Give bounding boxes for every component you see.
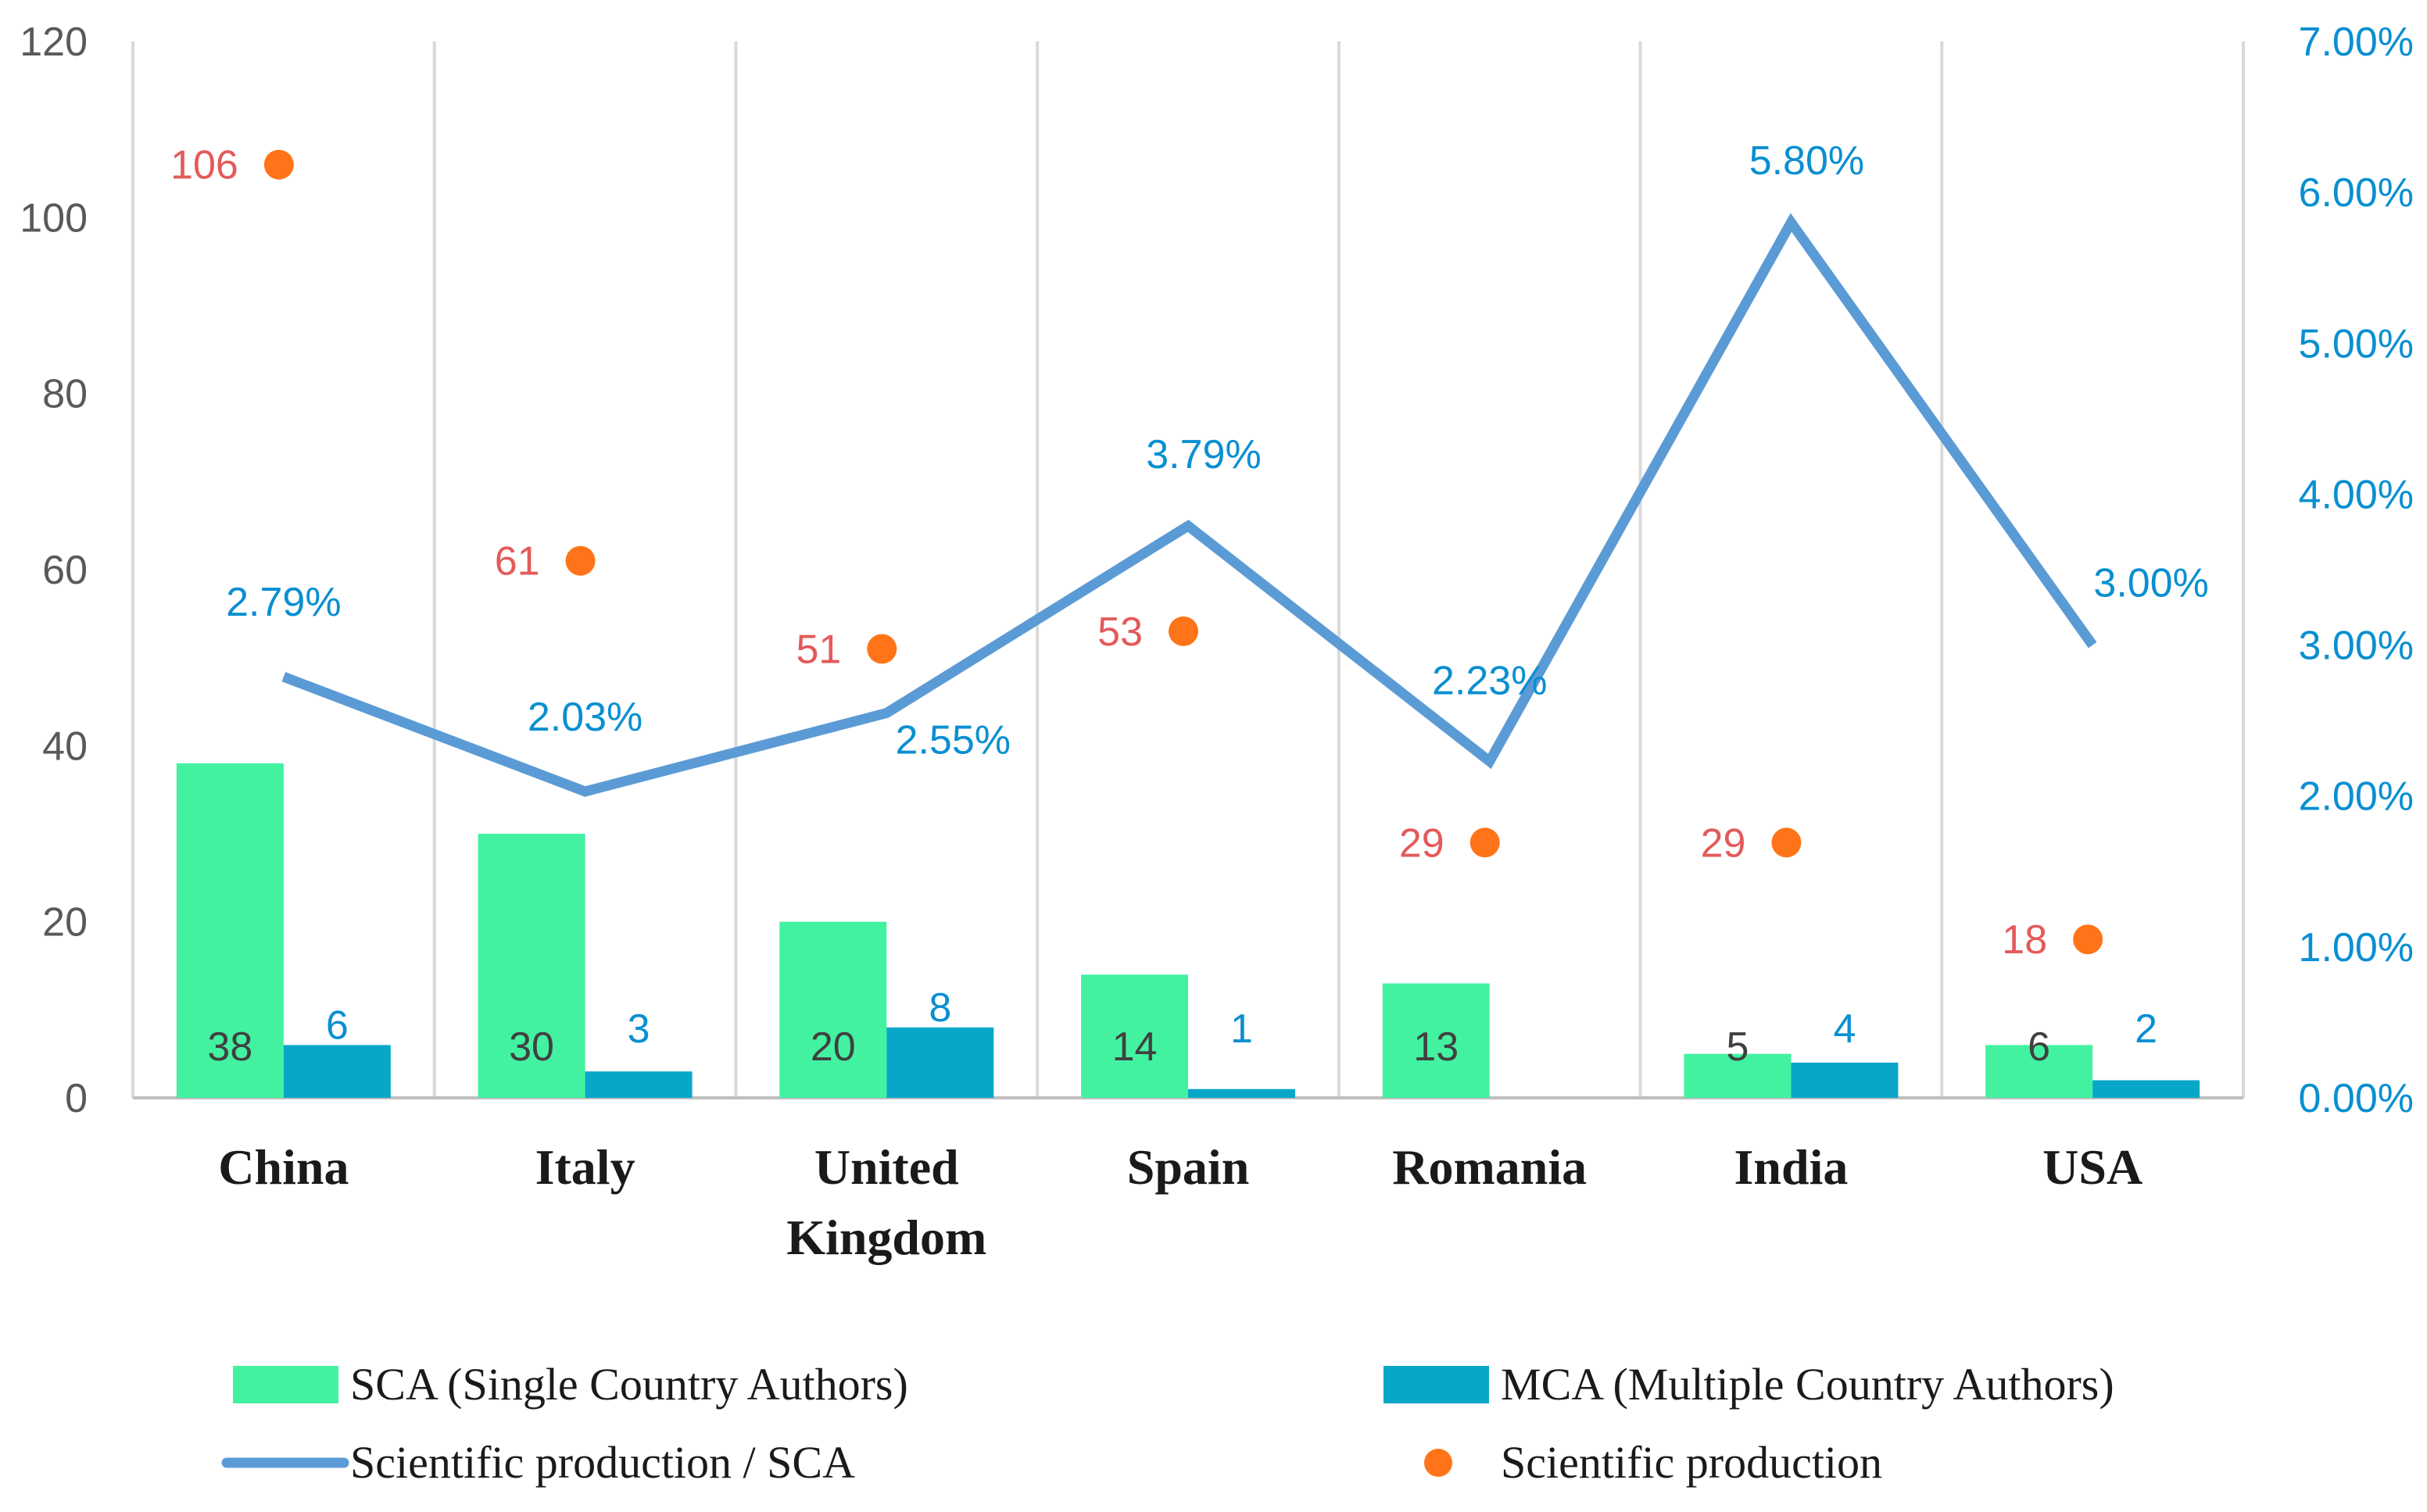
legend-label-production: Scientific production bbox=[1501, 1437, 1882, 1488]
left-tick-label: 100 bbox=[20, 195, 88, 241]
label-sca: 13 bbox=[1413, 1024, 1459, 1070]
grid-lines bbox=[131, 41, 2245, 1099]
label-mca: 1 bbox=[1230, 1006, 1253, 1052]
left-tick-label: 60 bbox=[42, 548, 88, 593]
production-dot bbox=[1169, 616, 1198, 646]
bar-mca bbox=[1188, 1088, 1295, 1098]
bar-sca bbox=[478, 834, 585, 1098]
legend-swatch-sca bbox=[233, 1366, 338, 1403]
bar-sca bbox=[1985, 1045, 2093, 1098]
category-label-line: Spain bbox=[1127, 1139, 1250, 1195]
production-dot bbox=[1771, 827, 1802, 858]
bar-sca bbox=[1382, 983, 1490, 1098]
category-label: Italy bbox=[535, 1139, 635, 1195]
category-label-line: United bbox=[814, 1139, 959, 1195]
label-sca: 6 bbox=[2028, 1024, 2050, 1070]
production-dot bbox=[565, 545, 596, 576]
data-labels: 38 6 30 3 20 8 14 1 13 5 4 6 2 2.79% 2.03% 2.55% 3.79% 2.… bbox=[170, 138, 2209, 1070]
category-label: USA bbox=[2042, 1139, 2142, 1195]
bar-mca bbox=[1791, 1062, 1899, 1098]
category-label-line: India bbox=[1734, 1139, 1848, 1195]
label-production: 29 bbox=[1399, 820, 1444, 866]
category-label-line: Kingdom bbox=[786, 1210, 986, 1265]
legend: SCA (Single Country Authors) MCA (Multip… bbox=[221, 1359, 2114, 1488]
left-tick-label: 20 bbox=[42, 900, 88, 945]
category-label-line: China bbox=[218, 1139, 349, 1195]
label-sca: 20 bbox=[811, 1024, 856, 1070]
label-sca: 30 bbox=[509, 1024, 554, 1070]
category-label-line: Italy bbox=[535, 1139, 635, 1195]
bar-mca bbox=[283, 1045, 391, 1098]
production-dot bbox=[263, 149, 294, 180]
bar-mca bbox=[886, 1027, 994, 1098]
right-y-axis: 0.00% 1.00% 2.00% 3.00% 4.00% 5.00% 6.00% 7.00% bbox=[2299, 20, 2414, 1121]
category-label: China bbox=[218, 1139, 349, 1195]
bar-sca bbox=[779, 921, 887, 1098]
label-mca: 3 bbox=[628, 1006, 650, 1052]
bar-sca bbox=[176, 763, 284, 1098]
category-label-line: Romania bbox=[1392, 1139, 1587, 1195]
left-y-axis: 0 20 40 60 80 100 120 bbox=[20, 20, 88, 1121]
legend-label-mca: MCA (Multiple Country Authors) bbox=[1501, 1359, 2114, 1410]
label-production: 106 bbox=[170, 143, 238, 188]
bar-mca bbox=[585, 1071, 693, 1098]
label-sca: 14 bbox=[1112, 1024, 1158, 1070]
production-dots bbox=[263, 149, 2103, 955]
right-tick-label: 1.00% bbox=[2299, 925, 2414, 970]
left-tick-label: 40 bbox=[42, 724, 88, 769]
label-ratio: 2.79% bbox=[226, 580, 341, 625]
label-production: 51 bbox=[796, 627, 841, 672]
production-dot bbox=[2073, 924, 2103, 955]
production-dot bbox=[1469, 827, 1500, 858]
production-dot bbox=[867, 634, 897, 664]
category-label-line: USA bbox=[2042, 1139, 2142, 1195]
ratio-line-path bbox=[281, 213, 2097, 797]
label-production: 29 bbox=[1701, 820, 1746, 866]
label-sca: 38 bbox=[207, 1024, 252, 1070]
right-tick-label: 5.00% bbox=[2299, 321, 2414, 366]
legend-item-sca: SCA (Single Country Authors) bbox=[233, 1359, 908, 1410]
label-ratio: 2.03% bbox=[528, 695, 643, 740]
legend-swatch-production-dot bbox=[1424, 1449, 1452, 1477]
label-sca: 5 bbox=[1726, 1024, 1749, 1070]
left-tick-label: 80 bbox=[42, 372, 88, 417]
category-label: India bbox=[1734, 1139, 1848, 1195]
legend-item-production: Scientific production bbox=[1424, 1437, 1882, 1488]
left-tick-label: 0 bbox=[65, 1076, 88, 1121]
legend-swatch-mca bbox=[1384, 1366, 1489, 1403]
label-mca: 2 bbox=[2135, 1006, 2157, 1052]
left-tick-label: 120 bbox=[20, 20, 88, 65]
label-mca: 6 bbox=[326, 1003, 349, 1048]
legend-label-sca: SCA (Single Country Authors) bbox=[350, 1359, 908, 1410]
label-mca: 8 bbox=[929, 985, 951, 1031]
right-tick-label: 2.00% bbox=[2299, 774, 2414, 820]
category-label: United Kingdom bbox=[786, 1139, 986, 1265]
label-mca: 4 bbox=[1833, 1006, 1856, 1052]
category-label: Romania bbox=[1392, 1139, 1587, 1195]
label-ratio: 2.23% bbox=[1432, 658, 1547, 703]
label-ratio: 5.80% bbox=[1749, 138, 1864, 184]
label-production: 18 bbox=[2002, 917, 2047, 963]
label-ratio: 2.55% bbox=[896, 717, 1011, 763]
legend-item-ratio: Scientific production / SCA bbox=[221, 1437, 855, 1488]
right-tick-label: 3.00% bbox=[2299, 624, 2414, 669]
category-label: Spain bbox=[1127, 1139, 1250, 1195]
label-ratio: 3.00% bbox=[2093, 561, 2208, 606]
right-tick-label: 6.00% bbox=[2299, 170, 2414, 216]
legend-item-mca: MCA (Multiple Country Authors) bbox=[1384, 1359, 2114, 1410]
legend-label-ratio: Scientific production / SCA bbox=[350, 1437, 855, 1488]
bars bbox=[176, 763, 2200, 1098]
category-labels: China Italy United Kingdom Spain Romania India… bbox=[218, 1139, 2142, 1265]
ratio-line bbox=[281, 213, 2097, 797]
label-production: 61 bbox=[495, 539, 540, 584]
bar-sca bbox=[1081, 974, 1188, 1098]
right-tick-label: 0.00% bbox=[2299, 1076, 2414, 1121]
right-tick-label: 7.00% bbox=[2299, 20, 2414, 65]
label-production: 53 bbox=[1097, 609, 1143, 655]
right-tick-label: 4.00% bbox=[2299, 472, 2414, 517]
bar-sca bbox=[1684, 1053, 1792, 1098]
label-ratio: 3.79% bbox=[1146, 432, 1261, 477]
bar-mca bbox=[2092, 1080, 2200, 1098]
